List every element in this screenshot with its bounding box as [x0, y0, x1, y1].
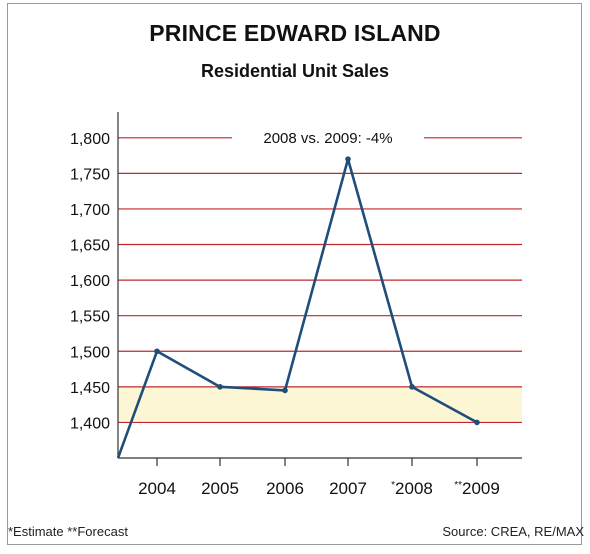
footnote-source: Source: CREA, RE/MAX — [442, 524, 584, 539]
y-tick-label: 1,400 — [70, 415, 110, 432]
y-tick-label: 1,650 — [70, 238, 110, 255]
x-tick-label-2005: 2005 — [201, 479, 239, 498]
x-tick-year: 2009 — [462, 479, 500, 498]
y-tick-label: 1,600 — [70, 273, 110, 290]
footnote-estimate: *Estimate **Forecast — [8, 524, 128, 539]
chart-frame — [7, 3, 582, 545]
x-tick-label-2008: *2008 — [391, 479, 433, 498]
y-tick-label: 1,750 — [70, 166, 110, 183]
data-point-2004 — [154, 348, 160, 355]
chart-subtitle: Residential Unit Sales — [200, 61, 390, 81]
y-tick-label: 1,550 — [70, 309, 110, 326]
x-tick-label-2004: 2004 — [138, 479, 176, 498]
data-point-2008 — [409, 384, 415, 390]
data-point-2006 — [282, 387, 288, 394]
data-point-2007 — [345, 156, 351, 162]
x-tick-marker: * — [391, 480, 395, 491]
y-tick-label: 1,700 — [70, 202, 110, 219]
x-tick-year: 2008 — [395, 479, 433, 498]
annotation-background — [232, 125, 424, 150]
highlight-band — [118, 386, 522, 423]
comparison-annotation: 2008 vs. 2009: -4% — [263, 130, 392, 147]
data-point-2009 — [474, 419, 480, 426]
x-tick-label-2009: **2009 — [454, 479, 500, 498]
y-tick-label: 1,450 — [70, 380, 110, 397]
data-point-2005 — [217, 384, 223, 390]
x-tick-label-2007: 2007 — [329, 479, 367, 498]
x-tick-label-2006: 2006 — [266, 479, 304, 498]
chart-title: PRINCE EDWARD ISLAND — [149, 20, 441, 46]
y-tick-label: 1,500 — [70, 344, 110, 361]
y-tick-label: 1,800 — [70, 131, 110, 148]
x-tick-marker: ** — [454, 480, 462, 491]
